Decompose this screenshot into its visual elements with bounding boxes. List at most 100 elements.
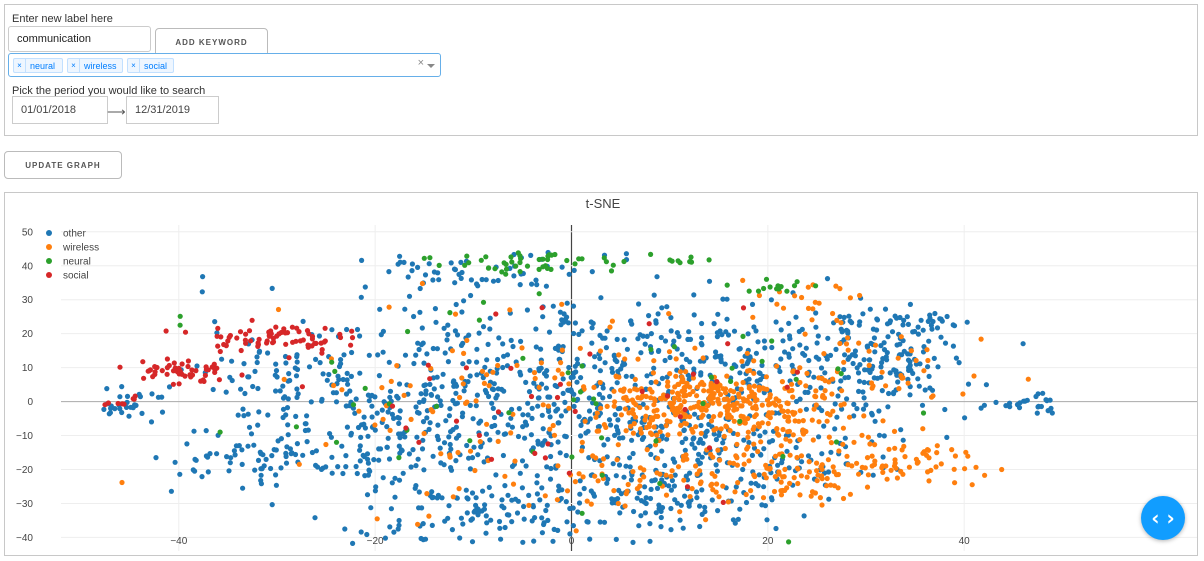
- data-point-other: [421, 521, 426, 526]
- data-point-wireless: [856, 472, 861, 477]
- data-point-other: [844, 328, 849, 333]
- data-point-other: [375, 352, 380, 357]
- data-point-other: [821, 424, 826, 429]
- data-point-wireless: [732, 489, 737, 494]
- data-point-wireless: [807, 459, 812, 464]
- data-point-other: [590, 269, 595, 274]
- x-tick-label: 0: [569, 536, 575, 547]
- data-point-other: [526, 412, 531, 417]
- data-point-other: [398, 408, 403, 413]
- data-point-other: [273, 388, 278, 393]
- data-point-other: [454, 425, 459, 430]
- data-point-wireless: [659, 396, 664, 401]
- data-point-other: [552, 402, 557, 407]
- data-point-neural: [591, 396, 596, 401]
- legend-item-wireless[interactable]: wireless: [62, 243, 99, 254]
- tag-remove-icon[interactable]: ×: [68, 59, 80, 72]
- data-point-other: [825, 276, 830, 281]
- data-point-other: [281, 407, 286, 412]
- keyword-multiselect[interactable]: × neural × wireless × social ×: [8, 53, 441, 77]
- clear-all-icon[interactable]: ×: [418, 57, 424, 69]
- data-point-other: [738, 346, 743, 351]
- data-point-other: [615, 417, 620, 422]
- data-point-wireless: [683, 414, 688, 419]
- data-point-other: [303, 421, 308, 426]
- data-point-wireless: [323, 442, 328, 447]
- data-point-wireless: [415, 522, 420, 527]
- data-point-other: [649, 487, 654, 492]
- start-date-input[interactable]: 01/01/2018: [12, 96, 108, 124]
- data-point-other: [586, 519, 591, 524]
- tag-remove-icon[interactable]: ×: [128, 59, 140, 72]
- data-point-other: [714, 462, 719, 467]
- data-point-other: [413, 353, 418, 358]
- data-point-other: [624, 374, 629, 379]
- data-point-other: [1039, 404, 1044, 409]
- data-point-other: [470, 516, 475, 521]
- update-graph-button[interactable]: UPDATE GRAPH: [4, 151, 122, 179]
- data-point-other: [484, 513, 489, 518]
- data-point-other: [556, 420, 561, 425]
- data-point-wireless: [615, 457, 620, 462]
- data-point-wireless: [552, 375, 557, 380]
- data-point-neural: [600, 473, 605, 478]
- legend-item-other[interactable]: other: [63, 229, 86, 240]
- data-point-other: [672, 483, 677, 488]
- data-point-other: [432, 269, 437, 274]
- data-point-other: [440, 384, 445, 389]
- data-point-social: [193, 368, 198, 373]
- data-point-wireless: [789, 382, 794, 387]
- data-point-other: [602, 520, 607, 525]
- data-point-neural: [687, 259, 692, 264]
- data-point-social: [150, 374, 155, 379]
- data-point-other: [544, 284, 549, 289]
- data-point-other: [630, 540, 635, 545]
- data-point-other: [617, 510, 622, 515]
- data-point-wireless: [695, 385, 700, 390]
- end-date-input[interactable]: 12/31/2019: [126, 96, 219, 124]
- data-point-other: [397, 254, 402, 259]
- data-point-social: [238, 329, 243, 334]
- data-point-other: [104, 386, 109, 391]
- data-point-wireless: [653, 414, 658, 419]
- data-point-neural: [593, 401, 598, 406]
- data-point-other: [349, 374, 354, 379]
- tag-remove-icon[interactable]: ×: [14, 59, 26, 72]
- tsne-scatter-plot[interactable]: t-SNE −40−2002040−40−30−20−1001020304050…: [5, 193, 1197, 555]
- data-point-other: [901, 438, 906, 443]
- data-point-other: [718, 328, 723, 333]
- data-point-other: [984, 382, 989, 387]
- data-point-wireless: [829, 391, 834, 396]
- legend-item-neural[interactable]: neural: [63, 257, 91, 268]
- data-point-wireless: [869, 380, 874, 385]
- data-point-neural: [486, 265, 491, 270]
- code-toggle-button[interactable]: ‹ ›: [1141, 496, 1185, 540]
- data-point-other: [450, 527, 455, 532]
- data-point-social: [508, 366, 513, 371]
- data-point-wireless: [813, 490, 818, 495]
- data-point-other: [388, 389, 393, 394]
- legend[interactable]: other wireless neural social: [46, 229, 99, 282]
- data-point-wireless: [893, 461, 898, 466]
- chevron-down-icon[interactable]: [427, 64, 435, 68]
- data-point-wireless: [559, 302, 564, 307]
- data-point-neural: [545, 257, 550, 262]
- data-point-other: [572, 404, 577, 409]
- legend-item-social[interactable]: social: [63, 271, 89, 282]
- data-point-other: [571, 505, 576, 510]
- data-point-wireless: [607, 325, 612, 330]
- data-point-other: [649, 331, 654, 336]
- keyword-input[interactable]: [8, 26, 151, 52]
- data-point-other: [764, 517, 769, 522]
- data-point-wireless: [778, 404, 783, 409]
- tag-label: neural: [26, 61, 59, 71]
- data-point-other: [294, 352, 299, 357]
- data-point-other: [603, 360, 608, 365]
- x-tick-label: 20: [762, 536, 774, 547]
- data-point-other: [380, 408, 385, 413]
- data-point-wireless: [637, 405, 642, 410]
- data-point-other: [119, 384, 124, 389]
- data-point-other: [431, 454, 436, 459]
- data-point-other: [247, 425, 252, 430]
- data-point-wireless: [673, 374, 678, 379]
